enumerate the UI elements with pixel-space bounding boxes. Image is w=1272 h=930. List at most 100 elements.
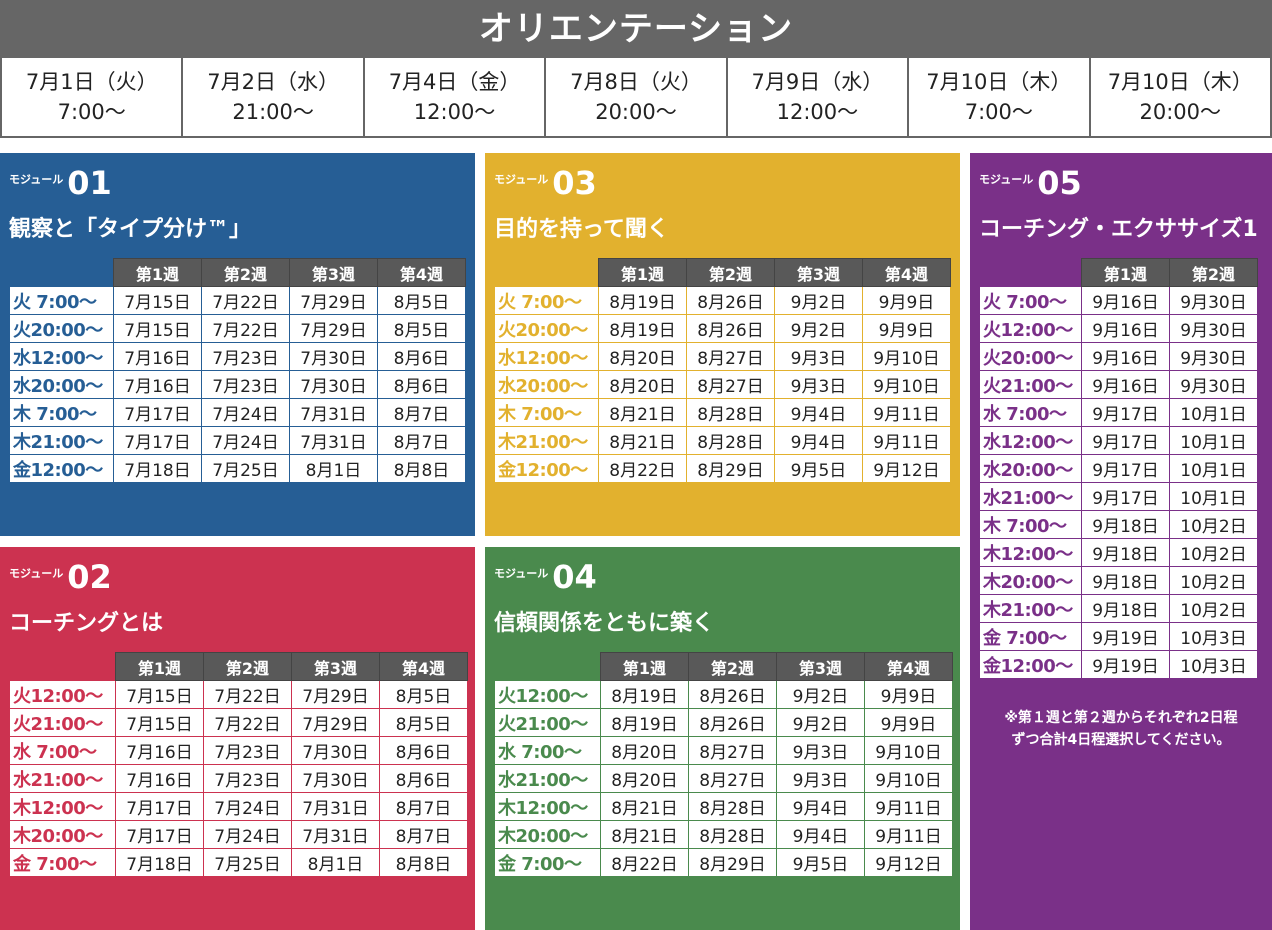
- time-slot: 金12:00〜: [494, 454, 599, 483]
- week-header: 第4週: [864, 652, 953, 681]
- date-cell: 7月15日: [113, 286, 202, 315]
- table-header-row: 第1週 第2週 第3週 第4週: [10, 652, 468, 681]
- date-cell: 7月31日: [291, 792, 380, 821]
- date-cell: 9月16日: [1081, 314, 1170, 343]
- date-cell: 8月19日: [600, 680, 689, 709]
- session-time: 21:00〜: [232, 100, 314, 124]
- module-02-panel: モジュール 02 コーチングとは 第1週 第2週 第3週 第4週 火12:00〜 7月15日 7月…: [0, 547, 475, 930]
- date-cell: 9月30日: [1169, 342, 1258, 371]
- time-slot: 火21:00〜: [979, 370, 1082, 399]
- date-cell: 9月10日: [862, 370, 951, 399]
- date-cell: 9月2日: [776, 680, 865, 709]
- table-row: 木20:00〜 8月21日 8月28日 9月4日 9月11日: [494, 820, 953, 849]
- date-cell: 7月24日: [201, 426, 290, 455]
- week-header: 第4週: [862, 258, 951, 287]
- time-slot: 水20:00〜: [979, 454, 1082, 483]
- schedule-table: 第1週 第2週 第3週 第4週火 7:00〜 8月19日 8月26日 9月2日 9月9日 火20…: [494, 258, 951, 483]
- header-blank: [10, 259, 114, 287]
- date-cell: 8月28日: [686, 426, 775, 455]
- time-slot: 水 7:00〜: [979, 398, 1082, 427]
- date-cell: 7月29日: [291, 708, 380, 737]
- date-cell: 8月21日: [598, 398, 687, 427]
- table-header-row: 第1週 第2週 第3週 第4週: [495, 258, 951, 287]
- date-cell: 8月19日: [598, 286, 687, 315]
- session-date: 7月2日（水）: [207, 70, 339, 94]
- module-title: 目的を持って聞く: [494, 217, 669, 242]
- table-row: 火21:00〜 8月19日 8月26日 9月2日 9月9日: [494, 708, 953, 737]
- session-time: 7:00〜: [964, 100, 1033, 124]
- date-cell: 7月24日: [203, 792, 292, 821]
- time-slot: 金 7:00〜: [9, 848, 116, 877]
- week-header: 第3週: [289, 258, 378, 287]
- time-slot: 木 7:00〜: [9, 398, 114, 427]
- time-slot: 木20:00〜: [9, 820, 116, 849]
- date-cell: 8月7日: [377, 398, 466, 427]
- date-cell: 9月10日: [864, 764, 953, 793]
- table-row: 火 7:00〜 9月16日 9月30日: [979, 286, 1258, 315]
- date-cell: 9月30日: [1169, 286, 1258, 315]
- time-slot: 金 7:00〜: [979, 622, 1082, 651]
- time-slot: 水 7:00〜: [494, 736, 601, 765]
- date-cell: 9月17日: [1081, 454, 1170, 483]
- date-cell: 9月18日: [1081, 538, 1170, 567]
- table-row: 水 7:00〜 8月20日 8月27日 9月3日 9月10日: [494, 736, 953, 765]
- date-cell: 9月4日: [776, 820, 865, 849]
- date-cell: 10月1日: [1169, 454, 1258, 483]
- date-cell: 9月3日: [774, 370, 863, 399]
- date-cell: 8月20日: [598, 342, 687, 371]
- date-cell: 9月16日: [1081, 342, 1170, 371]
- orientation-session: 7月9日（水） 12:00〜: [728, 58, 910, 136]
- week-header: 第2週: [1169, 258, 1258, 287]
- date-cell: 9月30日: [1169, 314, 1258, 343]
- module-05-panel: モジュール 05 コーチング・エクササイズ1 第1週 第2週火 7:00〜 9月16日 9月…: [970, 153, 1272, 930]
- orientation-session: 7月8日（火） 20:00〜: [546, 58, 728, 136]
- date-cell: 8月5日: [377, 314, 466, 343]
- date-cell: 7月23日: [203, 764, 292, 793]
- date-cell: 8月28日: [688, 820, 777, 849]
- table-row: 木 7:00〜 7月17日 7月24日 7月31日 8月7日: [9, 398, 466, 427]
- date-cell: 9月18日: [1081, 594, 1170, 623]
- table-row: 火 7:00〜 8月19日 8月26日 9月2日 9月9日: [494, 286, 951, 315]
- time-slot: 木 7:00〜: [979, 510, 1082, 539]
- date-cell: 8月21日: [598, 426, 687, 455]
- date-cell: 8月26日: [686, 286, 775, 315]
- table-row: 金12:00〜 9月19日 10月3日: [979, 650, 1258, 679]
- orientation-title: オリエンテーション: [0, 0, 1272, 58]
- table-header-row: 第1週 第2週 第3週 第4週: [10, 258, 466, 287]
- time-slot: 木12:00〜: [979, 538, 1082, 567]
- date-cell: 10月1日: [1169, 426, 1258, 455]
- week-header: 第1週: [1081, 258, 1170, 287]
- time-slot: 水20:00〜: [9, 370, 114, 399]
- table-row: 火21:00〜 9月16日 9月30日: [979, 370, 1258, 399]
- date-cell: 7月23日: [203, 736, 292, 765]
- session-time: 12:00〜: [413, 100, 496, 124]
- date-cell: 10月3日: [1169, 650, 1258, 679]
- week-header: 第4週: [379, 652, 468, 681]
- table-row: 水12:00〜 7月16日 7月23日 7月30日 8月6日: [9, 342, 466, 371]
- header-blank: [10, 653, 116, 681]
- table-row: 火12:00〜 9月16日 9月30日: [979, 314, 1258, 343]
- date-cell: 10月1日: [1169, 398, 1258, 427]
- date-cell: 8月27日: [686, 370, 775, 399]
- module-number: 05: [1037, 164, 1082, 202]
- table-row: 火 7:00〜 7月15日 7月22日 7月29日 8月5日: [9, 286, 466, 315]
- table-row: 金 7:00〜 7月18日 7月25日 8月1日 8月8日: [9, 848, 468, 877]
- date-cell: 8月19日: [598, 314, 687, 343]
- note-line: ※第１週と第２週からそれぞれ2日程: [1004, 710, 1238, 726]
- date-cell: 7月29日: [291, 680, 380, 709]
- date-cell: 8月20日: [600, 736, 689, 765]
- date-cell: 9月9日: [862, 314, 951, 343]
- orientation-session: 7月10日（木） 7:00〜: [909, 58, 1091, 136]
- date-cell: 8月26日: [688, 680, 777, 709]
- date-cell: 7月31日: [289, 426, 378, 455]
- module-01-panel: モジュール 01 観察と「タイプ分け™」 第1週 第2週 第3週 第4週火 7:00〜 7月1…: [0, 153, 475, 536]
- week-header: 第1週: [113, 258, 202, 287]
- week-header: 第3週: [774, 258, 863, 287]
- date-cell: 9月11日: [862, 398, 951, 427]
- date-cell: 8月29日: [688, 848, 777, 877]
- time-slot: 水12:00〜: [9, 342, 114, 371]
- table-row: 水21:00〜 9月17日 10月1日: [979, 482, 1258, 511]
- date-cell: 7月15日: [115, 708, 204, 737]
- date-cell: 7月30日: [289, 370, 378, 399]
- date-cell: 8月6日: [379, 736, 468, 765]
